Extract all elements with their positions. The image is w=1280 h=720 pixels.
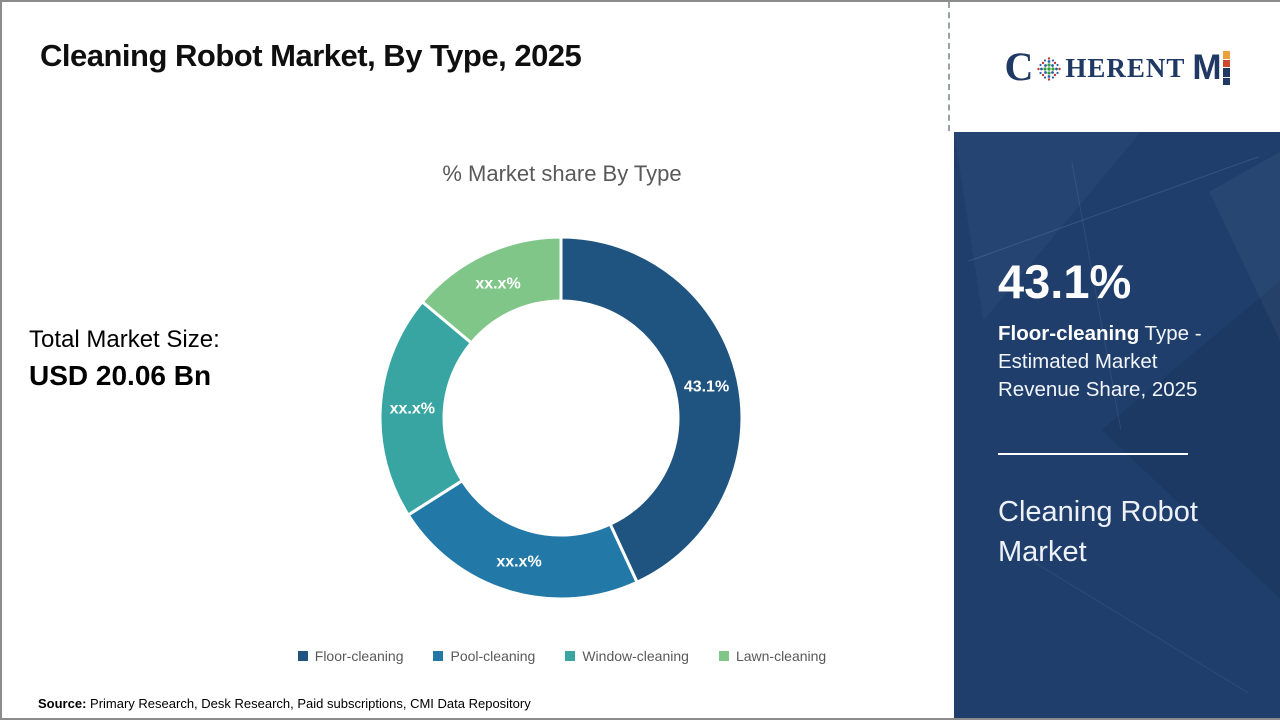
logo-area: C <box>954 2 1280 132</box>
sidebar-divider-line <box>998 453 1188 455</box>
logo-i-segment-navy <box>1222 78 1230 85</box>
legend-label: Floor-cleaning <box>314 648 404 664</box>
legend-item-window-cleaning: Window-cleaning <box>565 648 689 664</box>
sidebar-texture-graphic <box>968 151 1280 694</box>
logo-i-segment-red <box>1222 60 1230 67</box>
logo-letter-i-bar <box>1222 51 1230 85</box>
donut-slice-floor-cleaning <box>559 235 744 584</box>
source-label: Source: <box>38 696 87 711</box>
logo-i-segment-navy <box>1222 68 1230 77</box>
legend-label: Lawn-cleaning <box>735 648 827 664</box>
logo-letters-herent: HERENT <box>1065 53 1186 83</box>
stat-desc-segment: Floor-cleaning <box>998 322 1140 345</box>
sidebar-panel: 43.1% Floor-cleaning Type - Estimated Ma… <box>954 132 1280 718</box>
donut-chart: 43.1% xx.x% xx.x% xx.x% <box>378 235 744 601</box>
dashed-divider <box>948 2 950 131</box>
slice-label-window-cleaning: xx.x% <box>390 401 435 418</box>
total-market-block: Total Market Size: USD 20.06 Bn <box>29 326 220 392</box>
logo-letter-c: C <box>1004 44 1034 89</box>
legend-item-floor-cleaning: Floor-cleaning <box>297 648 404 664</box>
legend-label: Window-cleaning <box>582 648 689 664</box>
legend-item-pool-cleaning: Pool-cleaning <box>433 648 535 664</box>
globe-dots-icon <box>1037 57 1062 81</box>
logo-letter-m: M <box>1192 47 1221 87</box>
donut-slice-pool-cleaning <box>406 479 639 601</box>
highlight-stat-description: Floor-cleaning Type - Estimated Market R… <box>998 320 1223 404</box>
slice-label-pool-cleaning: xx.x% <box>496 554 541 571</box>
stat-desc-rest: Type - Estimated Market Revenue Share, 2… <box>998 322 1202 401</box>
page-title: Cleaning Robot Market, By Type, 2025 <box>40 38 582 73</box>
total-market-label: Total Market Size: <box>29 326 220 353</box>
sidebar-report-title: Cleaning Robot Market <box>998 496 1198 568</box>
donut-slice-lawn-cleaning <box>420 235 563 345</box>
legend-swatch-window-cleaning <box>565 651 576 661</box>
coherentmi-logo: C <box>1004 44 1230 89</box>
chart-legend: Floor-cleaning Pool-cleaning Window-clea… <box>176 648 948 664</box>
legend-item-lawn-cleaning: Lawn-cleaning <box>718 648 827 664</box>
logo-i-segment-orange <box>1222 51 1230 59</box>
source-text: Primary Research, Desk Research, Paid su… <box>86 696 531 711</box>
source-note: Source: Primary Research, Desk Research,… <box>38 696 531 711</box>
legend-swatch-floor-cleaning <box>297 651 308 661</box>
highlight-stat-value: 43.1% <box>998 255 1132 308</box>
chart-subtitle: % Market share By Type <box>442 161 682 186</box>
legend-swatch-lawn-cleaning <box>718 651 729 661</box>
legend-swatch-pool-cleaning <box>433 651 444 661</box>
slice-label-lawn-cleaning: xx.x% <box>475 276 520 293</box>
legend-label: Pool-cleaning <box>450 648 536 664</box>
slice-label-floor-cleaning: 43.1% <box>684 379 729 396</box>
total-market-value: USD 20.06 Bn <box>29 360 212 391</box>
